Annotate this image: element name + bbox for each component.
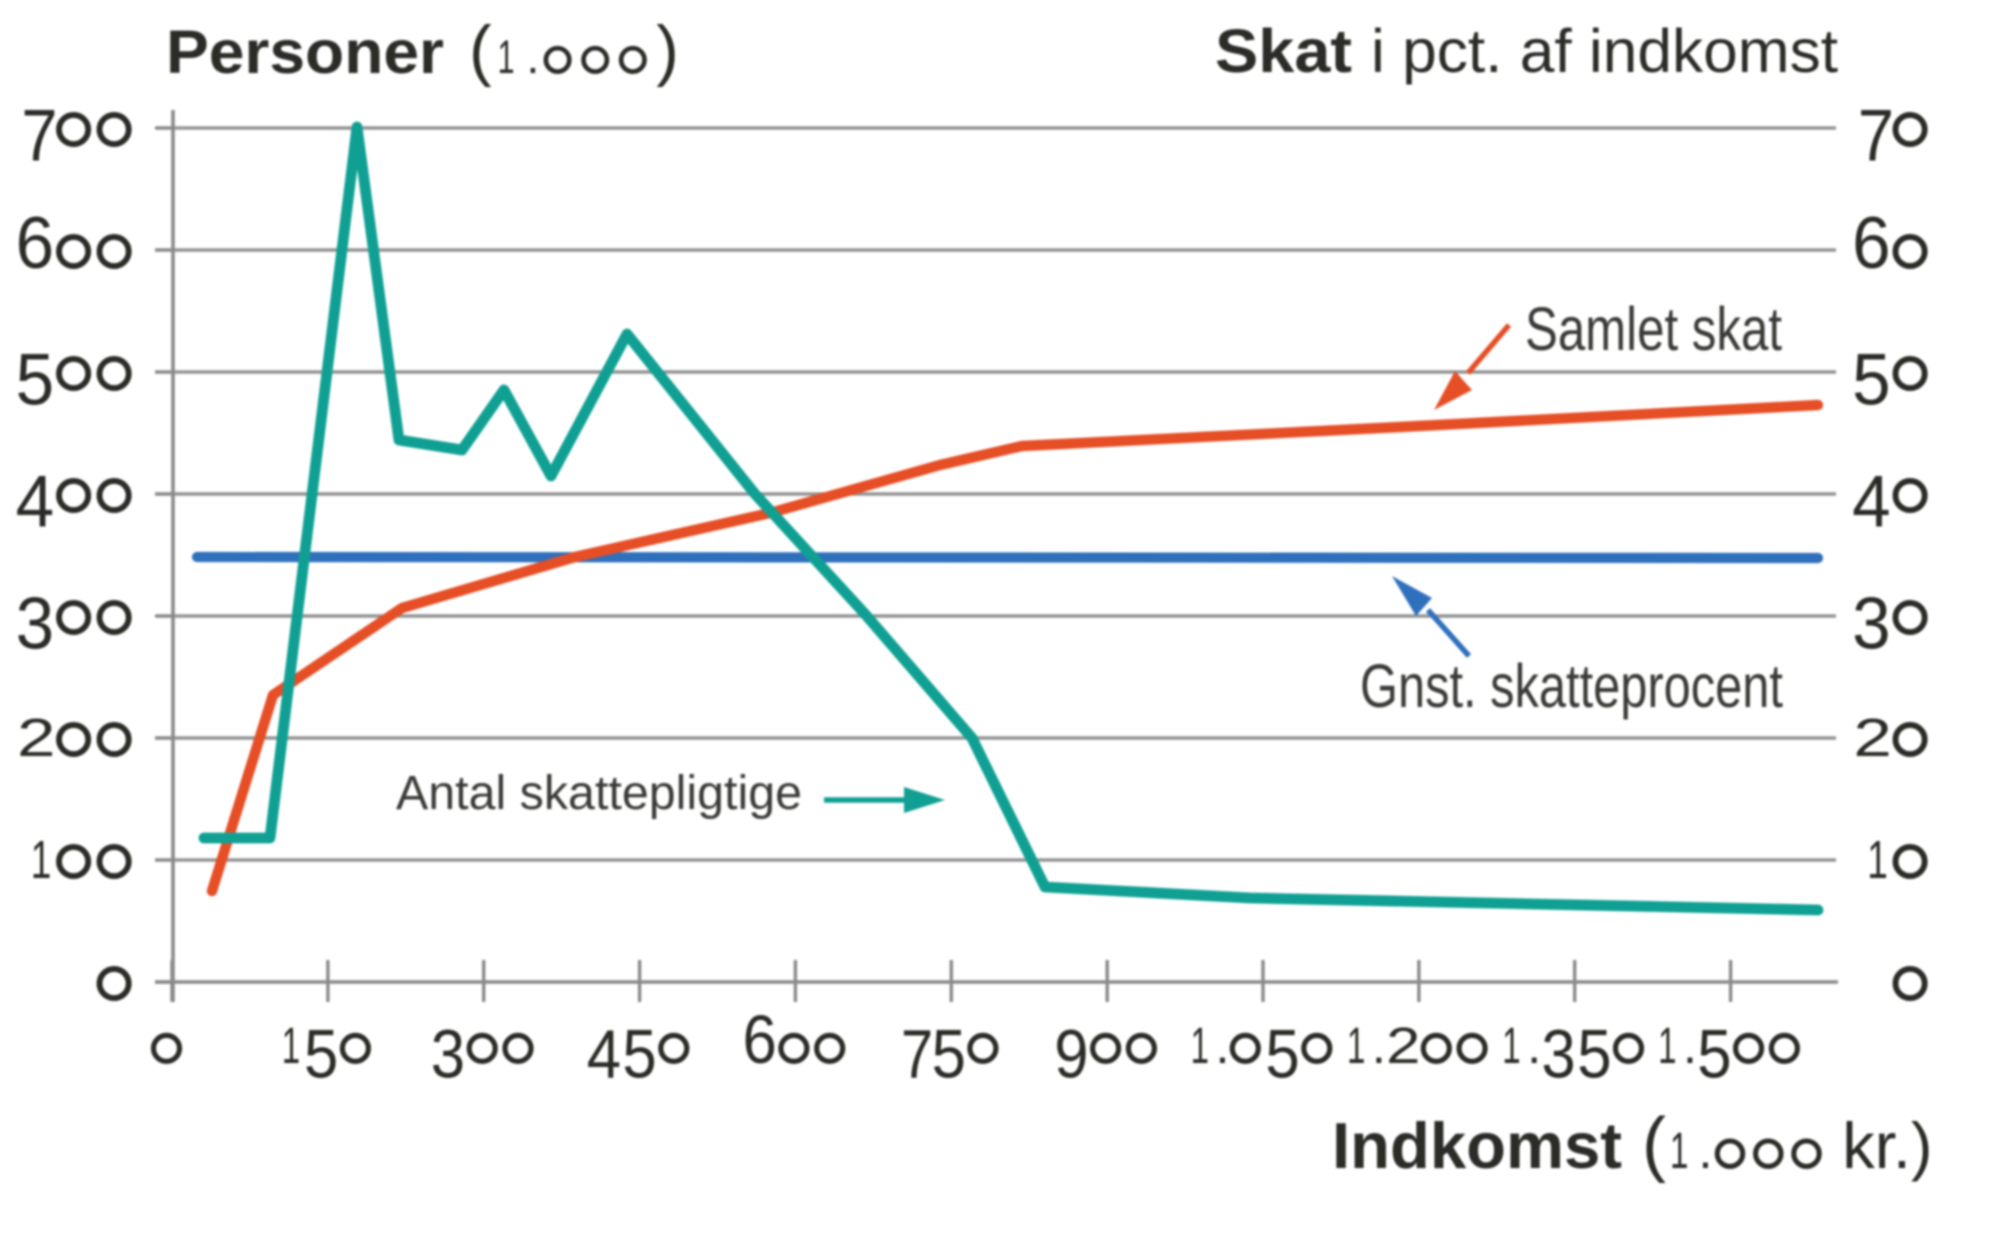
svg-text:1: 1	[1347, 1017, 1365, 1074]
svg-text:5: 5	[1697, 1016, 1731, 1093]
svg-text:2: 2	[1853, 708, 1892, 768]
svg-text:(: (	[1642, 1104, 1666, 1184]
svg-text:2: 2	[17, 708, 56, 768]
svg-text:2: 2	[1386, 1017, 1420, 1074]
svg-text:Skat: Skat	[1215, 17, 1352, 85]
svg-text:kr.): kr.)	[1842, 1109, 1932, 1182]
svg-text:Indkomst: Indkomst	[1332, 1109, 1622, 1182]
svg-text:5: 5	[1265, 1016, 1299, 1093]
svg-text:): )	[656, 12, 679, 88]
svg-text:3: 3	[431, 1016, 465, 1093]
svg-text:i pct. af indkomst: i pct. af indkomst	[1371, 17, 1838, 85]
svg-text:1: 1	[282, 1017, 300, 1074]
svg-text:3: 3	[16, 584, 55, 665]
svg-text:Gnst. skatteprocent: Gnst. skatteprocent	[1360, 652, 1783, 720]
svg-text:.: .	[1372, 1017, 1386, 1074]
svg-text:9: 9	[1054, 1016, 1088, 1093]
svg-text:1: 1	[1502, 1017, 1520, 1074]
svg-text:.: .	[1215, 1017, 1229, 1074]
svg-text:7: 7	[901, 1016, 933, 1093]
svg-text:1: 1	[1867, 830, 1888, 890]
svg-text:5: 5	[622, 1016, 656, 1093]
svg-text:5: 5	[932, 1016, 966, 1093]
svg-text:6: 6	[1852, 203, 1891, 284]
svg-text:4: 4	[16, 462, 55, 543]
svg-text:6: 6	[743, 1001, 777, 1078]
svg-text:4: 4	[587, 1016, 621, 1093]
svg-text:3: 3	[1852, 584, 1891, 665]
svg-text:7: 7	[1858, 96, 1894, 177]
svg-text:1: 1	[31, 830, 52, 890]
svg-text:Samlet skat: Samlet skat	[1525, 295, 1782, 363]
svg-text:5: 5	[1577, 1016, 1611, 1093]
svg-text:1: 1	[1658, 1017, 1676, 1074]
svg-text:4: 4	[1852, 462, 1891, 543]
svg-text:1: 1	[1670, 1122, 1688, 1179]
svg-text:5: 5	[1852, 340, 1891, 421]
svg-text:.: .	[1527, 1017, 1541, 1074]
svg-text:Personer: Personer	[166, 18, 444, 86]
svg-text:.: .	[526, 30, 539, 83]
svg-text:.: .	[1698, 1122, 1712, 1179]
svg-text:Antal skattepligtige: Antal skattepligtige	[396, 767, 802, 820]
svg-text:1: 1	[1191, 1017, 1209, 1074]
svg-text:6: 6	[16, 203, 55, 284]
svg-text:3: 3	[1541, 1016, 1575, 1093]
svg-text:1: 1	[498, 30, 515, 83]
svg-text:5: 5	[16, 340, 55, 421]
svg-text:(: (	[469, 12, 492, 88]
svg-text:.: .	[1683, 1017, 1697, 1074]
svg-text:5: 5	[304, 1016, 338, 1093]
svg-text:7: 7	[21, 96, 57, 177]
